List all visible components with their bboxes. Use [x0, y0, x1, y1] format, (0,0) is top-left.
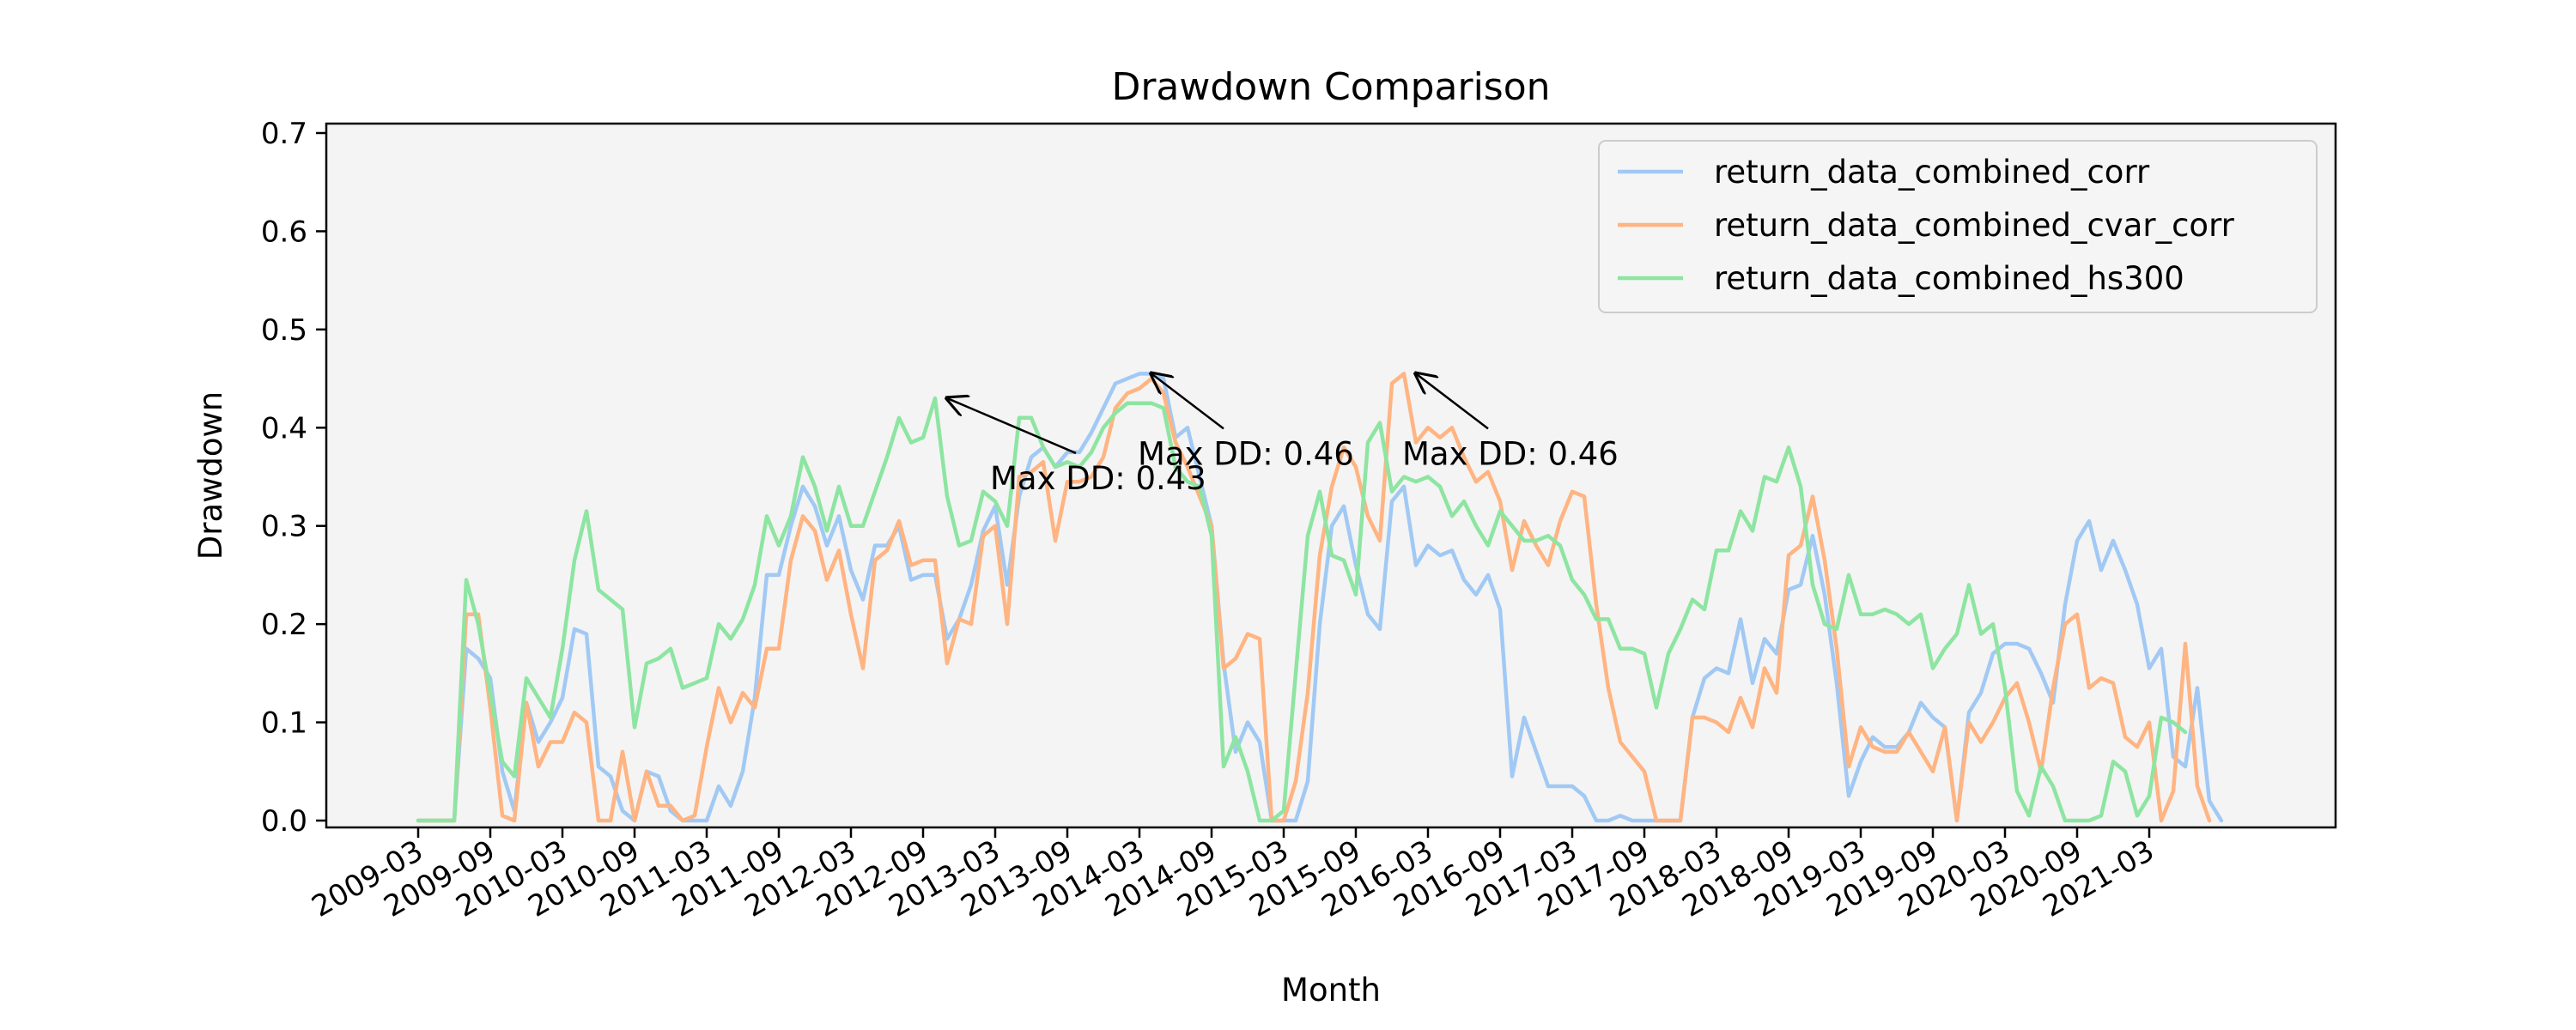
annotation-label: Max DD: 0.46	[1402, 435, 1619, 472]
y-axis-title: Drawdown	[192, 391, 229, 560]
legend-label: return_data_combined_cvar_corr	[1714, 207, 2235, 244]
y-tick-label: 0.4	[261, 411, 307, 445]
annotation-label: Max DD: 0.46	[1138, 435, 1354, 472]
annotation-arrow	[947, 398, 1077, 455]
series-line-return_data_combined_hs300	[416, 396, 2188, 823]
y-tick-label: 0.2	[261, 608, 307, 642]
y-axis-ticks: 0.0 0.1 0.2 0.3 0.4 0.5 0.6 0.7	[261, 117, 326, 839]
chart-title: Drawdown Comparison	[1111, 65, 1550, 109]
annotation-arrow	[1151, 373, 1224, 430]
annotation-arrow	[1416, 373, 1489, 430]
y-tick-label: 0.6	[261, 215, 307, 249]
y-tick-label: 0.1	[261, 706, 307, 741]
plot-frame	[325, 122, 2337, 829]
y-tick-label: 0.0	[261, 804, 307, 839]
series-line-return_data_combined_cvar_corr	[416, 372, 2212, 823]
series-line-return_data_combined_corr	[416, 372, 2224, 823]
y-tick-label: 0.3	[261, 510, 307, 544]
legend-box	[1598, 140, 2318, 313]
x-axis-title: Month	[1281, 972, 1381, 1009]
series-lines	[416, 372, 2224, 823]
legend: return_data_combined_corr return_data_com…	[1598, 140, 2318, 313]
legend-label: return_data_combined_hs300	[1714, 260, 2184, 297]
y-tick-label: 0.5	[261, 313, 307, 348]
legend-label: return_data_combined_corr	[1714, 154, 2150, 191]
y-tick-label: 0.7	[261, 117, 307, 151]
annotation-label: Max DD: 0.43	[990, 460, 1206, 497]
